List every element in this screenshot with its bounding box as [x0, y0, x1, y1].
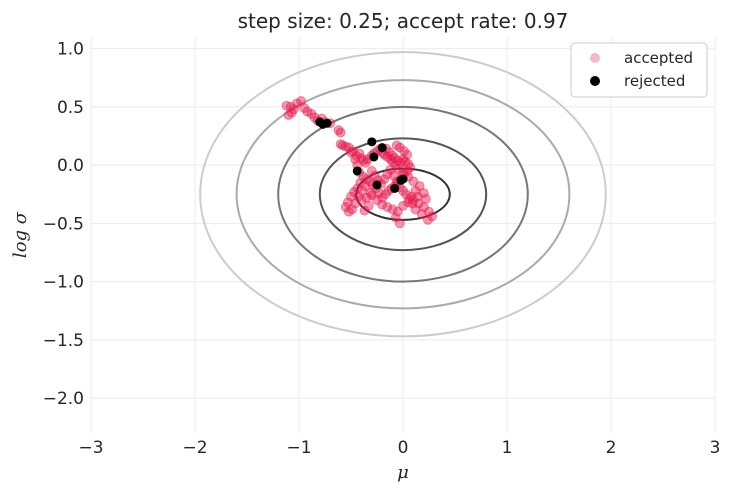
accepted-point — [423, 214, 433, 225]
accepted-point — [365, 188, 376, 198]
y-tick-label: −2.0 — [43, 389, 84, 409]
density-contour — [277, 105, 529, 283]
accepted-point — [360, 181, 371, 191]
accepted-point — [410, 204, 421, 215]
rejected-point — [367, 137, 377, 147]
accepted-point — [388, 170, 399, 181]
x-tick-label: 2 — [606, 438, 617, 458]
legend-label-rejected: rejected — [624, 72, 685, 90]
y-tick-label: −0.5 — [43, 214, 84, 234]
x-tick-label: −3 — [78, 438, 103, 458]
rejected-point — [322, 118, 332, 128]
data-points — [281, 96, 438, 229]
accepted-point — [402, 149, 413, 160]
accepted-point — [335, 139, 346, 150]
accepted-point — [283, 110, 294, 120]
rejected-point — [377, 143, 387, 153]
accepted-point — [418, 188, 429, 198]
x-tick-label: −1 — [286, 438, 311, 458]
density-contour — [235, 79, 571, 310]
accepted-point — [359, 205, 370, 216]
legend-marker-rejected — [590, 76, 600, 86]
rejected-point — [369, 152, 379, 162]
rejected-point — [352, 166, 362, 176]
x-tick-label: 1 — [502, 438, 513, 458]
y-tick-label: 0.0 — [57, 156, 84, 176]
y-tick-label: 1.0 — [57, 40, 84, 60]
rejected-point — [372, 180, 382, 190]
legend-marker-accepted — [590, 53, 600, 63]
y-tick-label: −1.0 — [43, 273, 84, 293]
x-tick-label: 3 — [710, 438, 721, 458]
y-tick-label: 0.5 — [57, 98, 84, 118]
accepted-point — [398, 200, 408, 211]
accepted-point — [385, 164, 396, 175]
accepted-point — [420, 193, 431, 204]
density-contour — [318, 137, 488, 252]
y-axis-label: log σ — [10, 211, 31, 258]
x-axis-label: μ — [397, 462, 409, 483]
accepted-point — [394, 218, 405, 229]
accepted-point — [382, 202, 393, 212]
accepted-point — [350, 154, 361, 165]
rejected-point — [398, 174, 408, 184]
tick-labels: −3 −2 −1 0 1 2 3 −2.0 −1.5 −1.0 −0.5 0.0 0.5 1.0 — [43, 40, 721, 458]
accepted-point — [377, 199, 388, 210]
accepted-point — [355, 177, 366, 188]
rejected-point — [390, 183, 400, 193]
legend: accepted rejected — [570, 42, 708, 98]
accepted-point — [335, 127, 346, 138]
x-tick-label: −2 — [182, 438, 207, 458]
accepted-point — [407, 198, 418, 209]
accepted-point — [347, 204, 357, 215]
chart-title: step size: 0.25; accept rate: 0.97 — [238, 9, 569, 33]
density-contour — [199, 51, 607, 338]
y-tick-label: −1.5 — [43, 331, 84, 351]
legend-label-accepted: accepted — [624, 49, 693, 67]
legend-box — [570, 42, 708, 98]
x-tick-label: 0 — [398, 438, 409, 458]
